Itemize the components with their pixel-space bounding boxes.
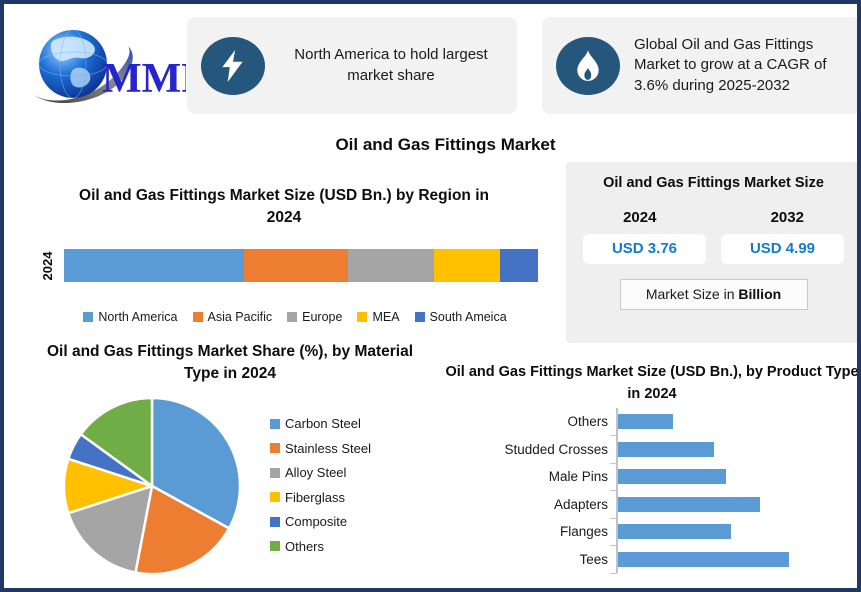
product-bar-cell bbox=[616, 463, 857, 491]
region-stacked-bar bbox=[64, 249, 538, 282]
legend-label: North America bbox=[98, 310, 178, 324]
market-size-box: Oil and Gas Fittings Market Size 2024 20… bbox=[566, 162, 857, 343]
pie-slice-others bbox=[79, 396, 154, 488]
product-bar-cell bbox=[616, 408, 857, 436]
pie-legend-item-fiberglass: Fiberglass bbox=[270, 490, 371, 505]
product-bar-cell bbox=[616, 490, 857, 518]
legend-swatch bbox=[192, 312, 203, 322]
legend-item-north-america: North America bbox=[83, 310, 178, 324]
legend-swatch bbox=[270, 541, 280, 551]
lightning-icon bbox=[201, 36, 265, 95]
legend-label: MEA bbox=[372, 310, 400, 324]
legend-swatch bbox=[270, 443, 280, 453]
legend-swatch bbox=[270, 467, 280, 478]
product-row-adapters: Adapters bbox=[444, 490, 857, 518]
globe-icon: MMR bbox=[30, 29, 212, 104]
legend-item-mea: MEA bbox=[357, 310, 400, 324]
product-bar bbox=[618, 496, 760, 512]
value-2032: USD 4.99 bbox=[721, 234, 844, 265]
product-bar bbox=[618, 469, 726, 485]
product-bar bbox=[618, 524, 731, 540]
product-bar bbox=[618, 551, 789, 567]
pie-slice-stainless-steel bbox=[134, 484, 231, 576]
product-row-male-pins: Male Pins bbox=[444, 463, 857, 491]
region-segment-europe bbox=[348, 249, 434, 282]
legend-label: Asia Pacific bbox=[207, 310, 273, 324]
pie-slice-carbon-steel bbox=[150, 396, 242, 530]
product-row-studded-crosses: Studded Crosses bbox=[444, 435, 857, 463]
legend-swatch bbox=[287, 312, 298, 322]
product-category-label: Studded Crosses bbox=[504, 441, 608, 457]
legend-label: Stainless Steel bbox=[285, 440, 371, 456]
legend-label: Carbon Steel bbox=[285, 416, 361, 431]
pie-legend-item-alloy-steel: Alloy Steel bbox=[270, 465, 371, 480]
pie-legend-item-others: Others bbox=[270, 539, 371, 554]
product-bar-cell bbox=[616, 545, 857, 573]
legend-swatch bbox=[83, 312, 94, 322]
pie-legend-item-carbon-steel: Carbon Steel bbox=[270, 416, 371, 431]
page-title: Oil and Gas Fittings Market bbox=[335, 135, 556, 154]
product-row-flanges: Flanges bbox=[444, 518, 857, 546]
product-category-label: Others bbox=[567, 414, 608, 430]
callout-north-america: North America to hold largest market sha… bbox=[187, 17, 517, 114]
legend-label: Others bbox=[285, 538, 325, 554]
legend-label: Fiberglass bbox=[285, 489, 345, 505]
product-bar bbox=[618, 441, 714, 457]
flame-icon bbox=[556, 36, 620, 95]
pie-legend-item-composite: Composite bbox=[270, 514, 371, 529]
legend-label: Composite bbox=[285, 514, 348, 529]
product-bar-cell bbox=[616, 435, 857, 463]
legend-item-asia-pacific: Asia Pacific bbox=[192, 310, 273, 324]
product-bar-cell bbox=[616, 518, 857, 546]
market-size-unit-note: Market Size in Billion bbox=[619, 279, 808, 311]
legend-label: South Ameica bbox=[429, 310, 507, 324]
product-bar-chart: Others Studded Crosses Male Pins Adapters Fl… bbox=[444, 408, 857, 573]
region-chart-year-axis-label: 2024 bbox=[39, 251, 55, 281]
product-bar bbox=[618, 414, 673, 430]
unit-note-bold: Billion bbox=[738, 286, 782, 303]
region-chart-legend: North America Asia Pacific Europe MEA South … bbox=[42, 310, 548, 324]
region-segment-asia-pacific bbox=[244, 249, 349, 282]
product-row-tees: Tees bbox=[444, 545, 857, 573]
legend-swatch bbox=[270, 516, 280, 527]
legend-swatch bbox=[357, 312, 368, 322]
region-segment-mea bbox=[433, 249, 501, 282]
region-segment-south-ameica bbox=[500, 249, 538, 282]
region-segment-north-america bbox=[64, 249, 245, 282]
mmr-logo: MMR bbox=[24, 26, 212, 108]
unit-note-prefix: Market Size in bbox=[645, 286, 739, 303]
legend-label: Europe bbox=[302, 310, 343, 324]
logo-text: MMR bbox=[102, 56, 186, 102]
pie-svg bbox=[62, 396, 242, 576]
product-category-label: Male Pins bbox=[548, 469, 608, 485]
material-pie-title: Oil and Gas Fittings Market Share (%), b… bbox=[46, 343, 414, 383]
region-chart-title: Oil and Gas Fittings Market Size (USD Bn… bbox=[79, 187, 489, 227]
product-chart-title: Oil and Gas Fittings Market Size (USD Bn… bbox=[445, 364, 859, 403]
product-category-label: Adapters bbox=[553, 496, 608, 512]
market-size-box-title: Oil and Gas Fittings Market Size bbox=[603, 175, 824, 191]
year-2032-label: 2032 bbox=[770, 209, 804, 227]
pie-legend-item-stainless-steel: Stainless Steel bbox=[270, 441, 371, 456]
material-pie-legend: Carbon Steel Stainless Steel Alloy Steel Fi… bbox=[270, 416, 371, 554]
legend-item-south-ameica: South Ameica bbox=[414, 310, 507, 324]
legend-swatch bbox=[414, 312, 425, 322]
value-2024: USD 3.76 bbox=[583, 234, 706, 265]
product-row-others: Others bbox=[444, 408, 857, 436]
year-2024-label: 2024 bbox=[623, 209, 657, 227]
legend-swatch bbox=[270, 418, 280, 429]
callout-text: Global Oil and Gas Fittings Market to gr… bbox=[634, 36, 827, 94]
legend-label: Alloy Steel bbox=[285, 465, 347, 480]
legend-item-europe: Europe bbox=[287, 310, 342, 324]
legend-swatch bbox=[270, 492, 280, 502]
product-category-label: Tees bbox=[579, 551, 608, 567]
callout-cagr: Global Oil and Gas Fittings Market to gr… bbox=[542, 17, 857, 114]
callout-text: North America to hold largest market sha… bbox=[294, 46, 488, 84]
material-pie-chart bbox=[61, 395, 243, 577]
product-category-label: Flanges bbox=[559, 524, 608, 540]
